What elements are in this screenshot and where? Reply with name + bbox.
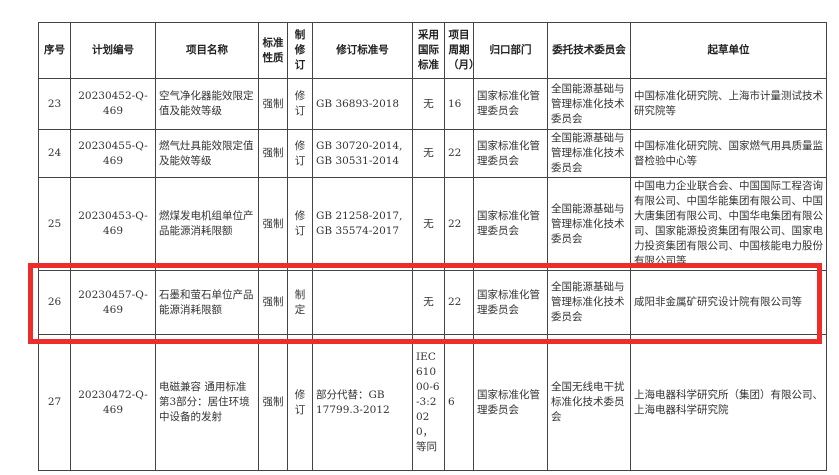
cell-name: 空气净化器能效限定值及能效等级 [155, 78, 259, 130]
cell-intl: 无 [412, 177, 445, 271]
header-revised: 修订标准号 [312, 22, 413, 79]
cell-nature: 强制 [258, 270, 288, 335]
cell-drafter: 中国标准化研究院、国家燃气用具质量监督检验中心等 [630, 129, 827, 178]
cell-intl: 无 [412, 270, 445, 335]
cell-dept: 国家标准化管理委员会 [473, 177, 548, 271]
table-row-highlighted: 26 20230457-Q-469 石墨和萤石单位产品能源消耗限额 强制 制定 … [38, 270, 827, 335]
header-plan: 计划编号 [70, 22, 156, 79]
cell-intl: IEC 61000-6-3:2020，等同 [412, 334, 445, 471]
cell-intl: 无 [412, 129, 445, 178]
header-dept: 归口部门 [473, 22, 548, 79]
cell-committee: 全国能源基础与管理标准化技术委员会 [547, 78, 631, 130]
table-row: 23 20230452-Q-469 空气净化器能效限定值及能效等级 强制 修订 … [38, 78, 827, 130]
cell-drafter: 咸阳非金属矿研究设计院有限公司等 [630, 270, 827, 335]
cell-type: 修订 [287, 78, 313, 130]
cell-revised: GB 21258-2017, GB 35574-2017 [312, 177, 413, 271]
header-intl: 采用国际标准 [412, 22, 445, 79]
cell-nature: 强制 [258, 177, 288, 271]
cell-no: 24 [38, 129, 71, 178]
cell-no: 26 [38, 270, 71, 335]
cell-committee: 全国能源基础与管理标准化技术委员会 [547, 270, 631, 335]
header-no: 序号 [38, 22, 71, 79]
cell-revised: GB 36893-2018 [312, 78, 413, 130]
header-row: 序号 计划编号 项目名称 标准性质 制修订 修订标准号 采用国际标准 项目周期（… [38, 22, 827, 79]
cell-type: 制定 [287, 270, 313, 335]
cell-dept: 国家标准化管理委员会 [473, 78, 548, 130]
cell-plan: 20230453-Q-469 [70, 177, 156, 271]
table-row: 27 20230472-Q-469 电磁兼容 通用标准 第3部分：居住环境中设备… [38, 334, 827, 471]
cell-no: 27 [38, 334, 71, 471]
table-row: 24 20230455-Q-469 燃气灶具能效限定值及能效等级 强制 修订 G… [38, 129, 827, 178]
cell-type: 修订 [287, 129, 313, 178]
header-nature: 标准性质 [258, 22, 288, 79]
cell-dept: 国家标准化管理委员会 [473, 270, 548, 335]
cell-name: 燃气灶具能效限定值及能效等级 [155, 129, 259, 178]
cell-nature: 强制 [258, 129, 288, 178]
cell-type: 修订 [287, 334, 313, 471]
cell-period: 22 [444, 270, 474, 335]
cell-type: 修订 [287, 177, 313, 271]
cell-committee: 全国能源基础与管理标准化技术委员会 [547, 177, 631, 271]
cell-plan: 20230457-Q-469 [70, 270, 156, 335]
cell-intl: 无 [412, 78, 445, 130]
cell-drafter: 中国电力企业联合会、中国国际工程咨询有限公司、中国华能集团有限公司、中国大唐集团… [630, 177, 827, 271]
cell-revised: 部分代替：GB 17799.3-2012 [312, 334, 413, 471]
cell-committee: 全国能源基础与管理标准化技术委员会 [547, 129, 631, 178]
cell-period: 22 [444, 177, 474, 271]
standards-plan-table: 序号 计划编号 项目名称 标准性质 制修订 修订标准号 采用国际标准 项目周期（… [38, 22, 827, 471]
cell-drafter: 中国标准化研究院、上海市计量测试技术研究院等 [630, 78, 827, 130]
header-drafter: 起草单位 [630, 22, 827, 79]
cell-dept: 国家标准化管理委员会 [473, 129, 548, 178]
cell-no: 23 [38, 78, 71, 130]
cell-name: 燃煤发电机组单位产品能源消耗限额 [155, 177, 259, 271]
cell-revised [312, 270, 413, 335]
cell-nature: 强制 [258, 334, 288, 471]
header-period: 项目周期（月） [444, 22, 474, 79]
cell-plan: 20230452-Q-469 [70, 78, 156, 130]
header-committee: 委托技术委员会 [547, 22, 631, 79]
cell-no: 25 [38, 177, 71, 271]
header-type: 制修订 [287, 22, 313, 79]
table-row: 25 20230453-Q-469 燃煤发电机组单位产品能源消耗限额 强制 修订… [38, 177, 827, 271]
cell-period: 22 [444, 129, 474, 178]
cell-name: 石墨和萤石单位产品能源消耗限额 [155, 270, 259, 335]
cell-revised: GB 30720-2014, GB 30531-2014 [312, 129, 413, 178]
cell-dept: 国家标准化管理委员会 [473, 334, 548, 471]
cell-period: 6 [444, 334, 474, 471]
cell-plan: 20230472-Q-469 [70, 334, 156, 471]
cell-committee: 全国无线电干扰标准化技术委员会 [547, 334, 631, 471]
cell-name: 电磁兼容 通用标准 第3部分：居住环境中设备的发射 [155, 334, 259, 471]
cell-plan: 20230455-Q-469 [70, 129, 156, 178]
cell-period: 16 [444, 78, 474, 130]
header-name: 项目名称 [155, 22, 259, 79]
cell-drafter: 上海电器科学研究所（集团）有限公司、上海电器科学研究院 [630, 334, 827, 471]
cell-nature: 强制 [258, 78, 288, 130]
